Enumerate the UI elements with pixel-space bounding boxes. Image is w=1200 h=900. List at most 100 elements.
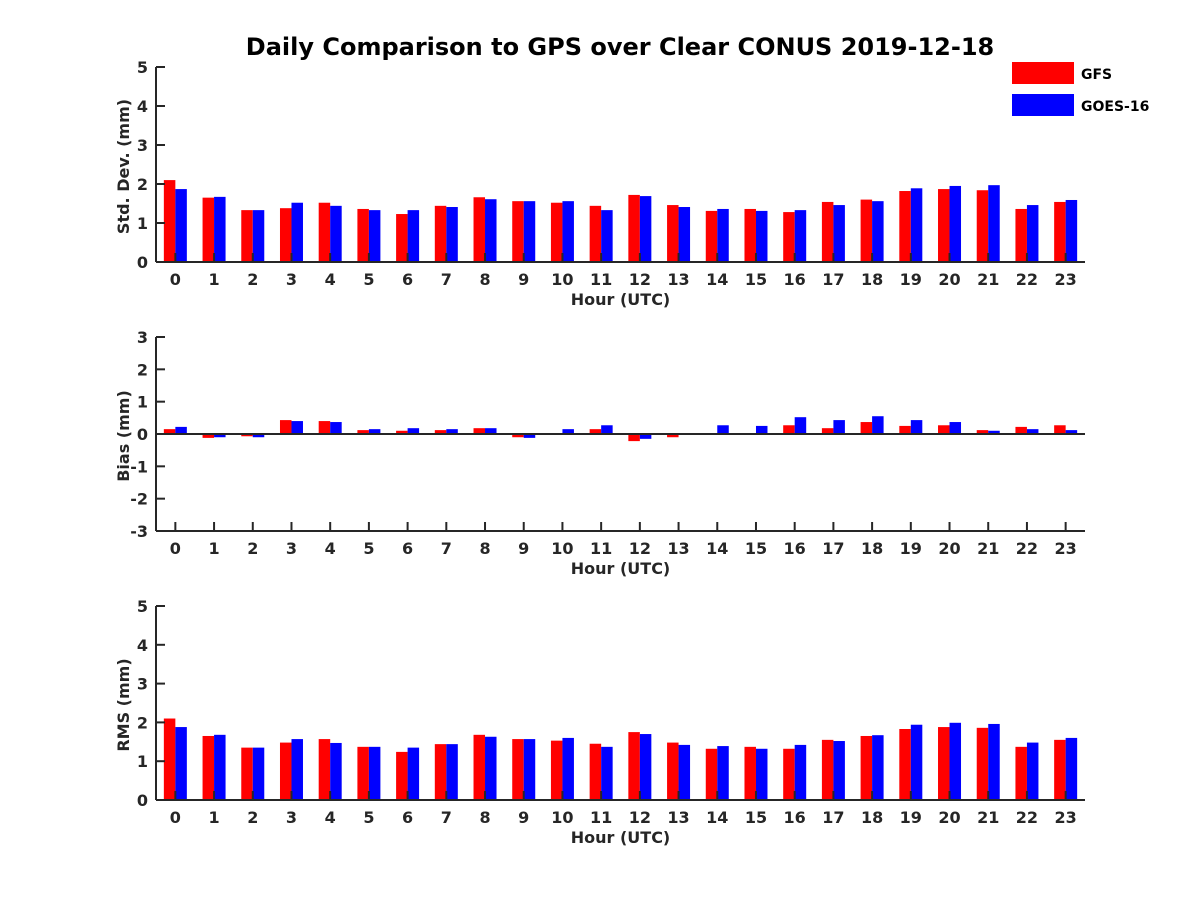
bar-rms-goes-16-21 <box>988 723 1000 800</box>
bar-std-gfs-7 <box>434 205 447 262</box>
bar-bias-gfs-4 <box>318 421 331 434</box>
bar-rms-gfs-2 <box>241 747 253 800</box>
x-tick-label-rms: 20 <box>938 808 960 827</box>
bar-std-goes-16-12 <box>639 196 652 262</box>
x-tick-label-bias: 6 <box>402 539 413 558</box>
bar-std-gfs-22 <box>1015 208 1027 262</box>
x-tick-label-std: 7 <box>441 270 452 289</box>
bar-bias-goes-16-23 <box>1065 430 1078 434</box>
bar-rms-goes-16-10 <box>562 737 574 800</box>
x-tick-label-std: 8 <box>479 270 490 289</box>
y-tick-label-rms: 4 <box>137 636 148 655</box>
x-tick-label-std: 14 <box>706 270 728 289</box>
bar-rms-gfs-12 <box>628 732 640 800</box>
y-tick-label-std: 3 <box>137 136 148 155</box>
bar-rms-gfs-15 <box>744 746 756 800</box>
bar-rms-gfs-0 <box>163 718 176 800</box>
bar-bias-goes-16-0 <box>175 426 187 434</box>
x-tick-label-rms: 16 <box>784 808 806 827</box>
bar-rms-goes-16-4 <box>330 742 342 800</box>
bar-std-goes-16-11 <box>601 210 613 262</box>
bar-std-gfs-15 <box>744 208 756 262</box>
bar-rms-gfs-3 <box>279 742 292 800</box>
bar-rms-goes-16-11 <box>601 746 613 800</box>
bar-std-goes-16-9 <box>523 201 536 262</box>
bar-std-goes-16-3 <box>291 202 303 262</box>
bar-rms-gfs-21 <box>976 727 989 800</box>
bar-rms-goes-16-13 <box>678 744 691 800</box>
bar-rms-goes-16-1 <box>214 734 226 800</box>
x-tick-label-std: 19 <box>900 270 922 289</box>
y-axis-label-std: Std. Dev. (mm) <box>114 99 133 234</box>
bar-bias-gfs-9 <box>512 434 524 438</box>
x-tick-label-std: 6 <box>402 270 413 289</box>
bar-rms-gfs-14 <box>705 748 718 800</box>
bar-bias-gfs-17 <box>821 428 834 434</box>
y-tick-label-rms: 2 <box>137 713 148 732</box>
x-tick-label-rms: 15 <box>745 808 767 827</box>
bar-rms-gfs-8 <box>473 734 486 800</box>
bar-bias-gfs-23 <box>1054 425 1066 434</box>
bar-std-goes-16-5 <box>368 210 381 262</box>
bar-std-goes-16-17 <box>833 205 845 262</box>
x-tick-label-std: 13 <box>667 270 689 289</box>
x-tick-label-bias: 14 <box>706 539 728 558</box>
x-tick-label-bias: 11 <box>590 539 612 558</box>
y-tick-label-bias: 3 <box>137 328 148 347</box>
x-tick-label-rms: 21 <box>977 808 999 827</box>
x-tick-label-bias: 15 <box>745 539 767 558</box>
x-tick-label-rms: 23 <box>1055 808 1077 827</box>
bar-rms-gfs-1 <box>202 735 215 800</box>
bar-bias-gfs-21 <box>976 430 989 434</box>
bar-std-gfs-2 <box>241 210 253 262</box>
x-tick-label-bias: 4 <box>325 539 336 558</box>
x-tick-label-std: 11 <box>590 270 612 289</box>
x-tick-label-std: 1 <box>208 270 219 289</box>
bar-bias-goes-16-14 <box>717 425 729 434</box>
x-tick-label-bias: 12 <box>629 539 651 558</box>
bar-rms-gfs-11 <box>589 743 602 800</box>
bar-std-goes-16-16 <box>794 210 807 262</box>
bar-std-gfs-4 <box>318 202 331 262</box>
bar-bias-goes-16-7 <box>446 429 458 434</box>
bar-rms-goes-16-23 <box>1065 737 1078 800</box>
y-tick-label-bias: -2 <box>130 490 148 509</box>
x-tick-label-rms: 18 <box>861 808 883 827</box>
x-tick-label-bias: 22 <box>1016 539 1038 558</box>
y-tick-label-std: 0 <box>137 253 148 272</box>
bar-bias-goes-16-21 <box>988 430 1000 434</box>
bar-bias-goes-16-12 <box>639 434 652 439</box>
bar-rms-goes-16-14 <box>717 746 729 800</box>
x-tick-label-bias: 13 <box>667 539 689 558</box>
y-tick-label-bias: -3 <box>130 522 148 541</box>
bar-rms-gfs-4 <box>318 739 331 800</box>
bar-bias-goes-16-3 <box>291 421 303 434</box>
x-tick-label-rms: 14 <box>706 808 728 827</box>
bar-std-goes-16-1 <box>214 196 226 262</box>
x-tick-label-rms: 11 <box>590 808 612 827</box>
bar-rms-goes-16-18 <box>872 735 884 800</box>
bar-rms-gfs-22 <box>1015 746 1027 800</box>
bar-bias-gfs-18 <box>860 422 873 434</box>
y-tick-label-rms: 1 <box>137 752 148 771</box>
bar-std-goes-16-23 <box>1065 199 1078 262</box>
y-tick-label-rms: 5 <box>137 597 148 616</box>
bar-std-gfs-1 <box>202 197 215 262</box>
bar-std-goes-16-7 <box>446 207 458 262</box>
x-tick-label-std: 5 <box>363 270 374 289</box>
bar-bias-gfs-20 <box>938 425 950 434</box>
bar-bias-goes-16-19 <box>910 420 923 434</box>
x-tick-label-bias: 3 <box>286 539 297 558</box>
x-tick-label-rms: 7 <box>441 808 452 827</box>
bar-rms-gfs-20 <box>938 727 950 800</box>
bar-bias-goes-16-17 <box>833 420 845 434</box>
bar-rms-gfs-7 <box>434 744 447 800</box>
legend-label-goes-16: GOES-16 <box>1081 99 1149 115</box>
x-tick-label-rms: 13 <box>667 808 689 827</box>
x-tick-label-bias: 1 <box>208 539 219 558</box>
x-tick-label-rms: 3 <box>286 808 297 827</box>
bar-std-gfs-6 <box>396 214 408 262</box>
